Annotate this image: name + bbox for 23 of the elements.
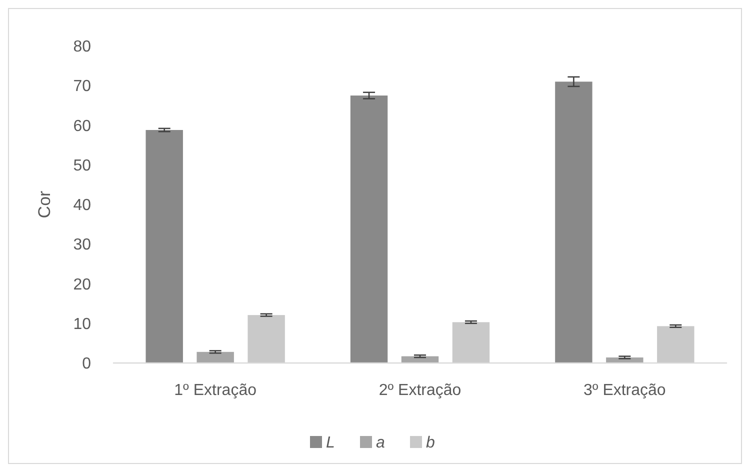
bar (350, 96, 388, 363)
legend-label: L (326, 434, 335, 452)
bar (657, 326, 694, 363)
bar (196, 352, 234, 363)
y-tick-label: 0 (82, 356, 92, 373)
y-tick-label: 50 (73, 157, 92, 174)
y-axis-title: Cor (35, 190, 54, 218)
y-tick-label: 30 (73, 236, 92, 254)
legend-label: b (426, 434, 435, 452)
bar (555, 82, 592, 363)
bar (146, 130, 183, 363)
y-tick-label: 60 (73, 118, 92, 135)
y-tick-label: 20 (73, 276, 92, 294)
y-tick-label: 40 (73, 197, 92, 214)
x-tick-label: 3º Extração (584, 382, 666, 399)
bar (248, 315, 285, 363)
y-tick-label: 80 (73, 38, 92, 56)
bar (452, 322, 490, 363)
y-tick-label: 10 (73, 316, 92, 333)
x-tick-label: 2º Extração (378, 382, 462, 399)
legend-label: a (376, 434, 385, 452)
x-tick-label: 1º Extração (174, 382, 257, 399)
y-tick-label: 70 (73, 78, 92, 96)
